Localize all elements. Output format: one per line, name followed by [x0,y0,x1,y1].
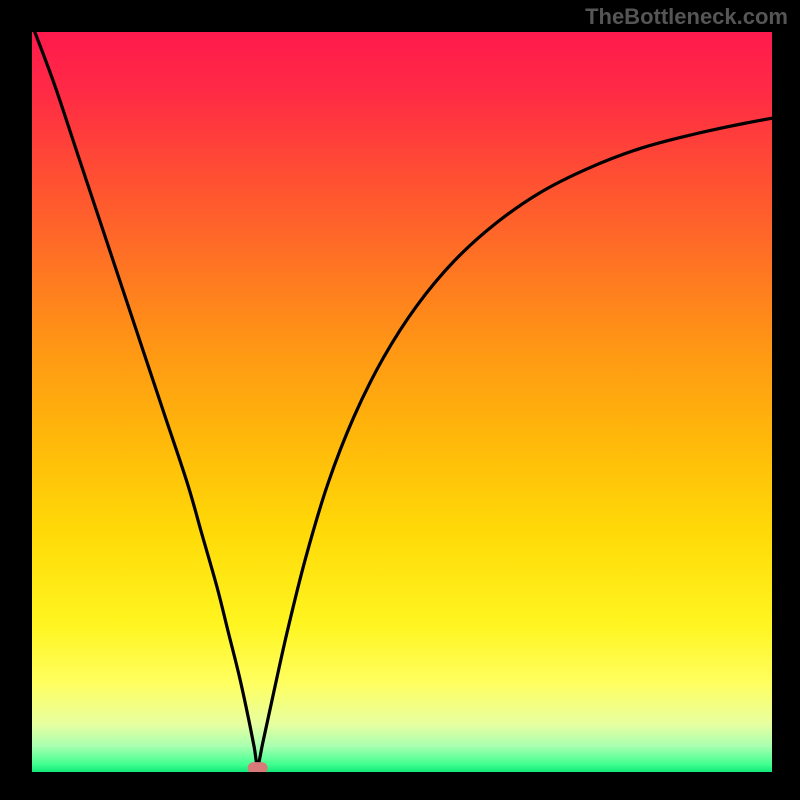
minimum-marker [247,762,268,772]
plot-area [32,32,772,772]
bottleneck-curve [32,32,772,772]
chart-container: TheBottleneck.com [0,0,800,800]
watermark-text: TheBottleneck.com [585,4,788,30]
